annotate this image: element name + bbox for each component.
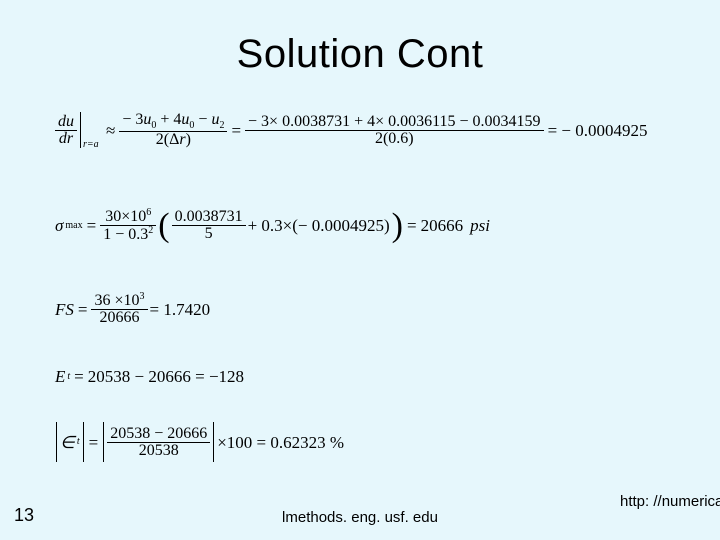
- footer-center-url: lmethods. eng. usf. edu: [0, 509, 720, 526]
- eq1-result: = − 0.0004925: [546, 122, 650, 139]
- abs-right-icon: [83, 422, 84, 462]
- eq5-equals: =: [87, 434, 101, 451]
- eq5-tail: ×100 = 0.62323 %: [217, 434, 344, 451]
- eq2-unit: psi: [470, 217, 490, 234]
- eq2-equals: =: [85, 217, 99, 234]
- eq1-eval-sub: r=a: [83, 140, 99, 150]
- slide-title: Solution Cont: [0, 32, 720, 77]
- abs-left-icon: [56, 422, 57, 462]
- sigma-sub: max: [65, 221, 82, 231]
- abs-right2-icon: [213, 422, 214, 462]
- eps-sub: t: [77, 437, 80, 447]
- eq2-f1-den: 1 − 0.32: [100, 226, 156, 243]
- eq1-rhs-den: 2(0.6): [372, 131, 417, 147]
- eq5-den: 20538: [136, 443, 182, 459]
- eq3-equals: =: [76, 301, 90, 318]
- eq3-result: = 1.7420: [150, 301, 211, 318]
- fs-label: FS: [55, 301, 74, 318]
- eq1-mid-num: − 3u0 + 4u0 − u2: [119, 112, 227, 131]
- eq1-lhs-den: dr: [56, 131, 76, 147]
- eq4-equals: =: [72, 368, 86, 385]
- eps-symbol: ∈: [60, 434, 75, 451]
- eval-bar-icon: r=a: [80, 112, 81, 148]
- eq1-equals-1: =: [229, 122, 243, 139]
- eq2-mid: + 0.3×(− 0.0004925): [248, 217, 390, 234]
- eq3-den: 20666: [97, 310, 143, 326]
- eq2-result-eq: =: [405, 217, 419, 234]
- abs-left2-icon: [103, 422, 104, 462]
- equation-eps-t: ∈t = 20538 − 20666 20538 ×100 = 0.62323 …: [55, 422, 344, 462]
- lparen-icon: (: [158, 209, 169, 243]
- rparen-icon: ): [392, 209, 403, 243]
- et-symbol: E: [55, 368, 65, 385]
- equation-et: Et = 20538 − 20666 = −128: [55, 368, 244, 385]
- equation-dudr: du dr r=a ≈ − 3u0 + 4u0 − u2 2(Δr) = − 3…: [55, 112, 650, 148]
- eq5-num: 20538 − 20666: [107, 426, 210, 442]
- eq3-num: 36 ×103: [91, 292, 147, 309]
- et-sub: t: [67, 372, 70, 382]
- equation-fs: FS = 36 ×103 20666 = 1.7420: [55, 292, 210, 326]
- footer-right-url: http: //numerica: [620, 493, 720, 510]
- eq1-rhs-num: − 3× 0.0038731 + 4× 0.0036115 − 0.003415…: [245, 114, 544, 130]
- eq1-mid-den: 2(Δr): [153, 132, 194, 148]
- eq4-expr: 20538 − 20666 = −128: [88, 368, 244, 385]
- eq2-result-val: 20666: [421, 217, 464, 234]
- approx-symbol: ≈: [104, 122, 117, 139]
- eq2-f2-den: 5: [202, 226, 216, 242]
- eq1-lhs-num: du: [55, 114, 77, 130]
- sigma-symbol: σ: [55, 217, 63, 234]
- eq2-f2-num: 0.0038731: [172, 209, 246, 225]
- equation-sigma-max: σmax = 30×106 1 − 0.32 ( 0.0038731 5 + 0…: [55, 208, 490, 243]
- eq2-f1-num: 30×106: [102, 208, 154, 225]
